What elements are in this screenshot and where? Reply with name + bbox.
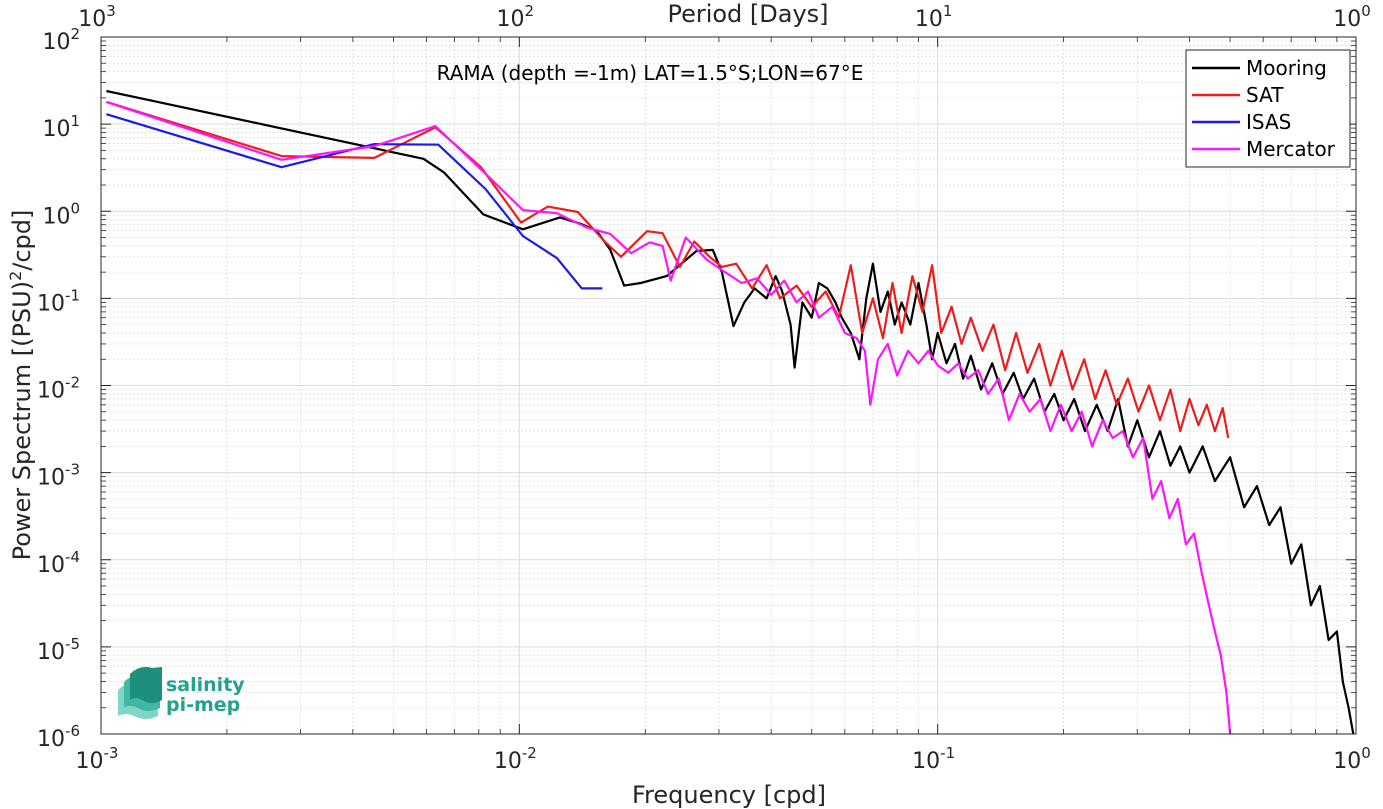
- legend-label-sat: SAT: [1246, 83, 1284, 107]
- top-tick-label: 101: [915, 2, 953, 32]
- y-tick-label: 10-6: [37, 722, 80, 752]
- y-tick-label: 102: [42, 25, 80, 55]
- y-tick-label: 10-2: [37, 374, 80, 404]
- x-tick-label: 10-3: [76, 744, 119, 774]
- y-tick-label: 10-1: [37, 286, 80, 316]
- legend-label-mercator: Mercator: [1246, 137, 1336, 161]
- logo-text-pimep: pi-mep: [166, 694, 240, 716]
- x-tick-label: 100: [1333, 744, 1371, 774]
- top-tick-label: 102: [497, 2, 535, 32]
- x-tick-label: 10-2: [494, 744, 537, 774]
- series-layer: [106, 89, 1355, 735]
- top-tick-label: 100: [1333, 2, 1371, 32]
- y-tick-label: 10-4: [37, 548, 80, 578]
- y-axis-title: Power Spectrum [(PSU)2/cpd]: [6, 210, 36, 561]
- series-line-sat: [106, 100, 1230, 439]
- legend-box: [1185, 49, 1351, 168]
- logo-wave-icon: [118, 666, 162, 719]
- legend-label-mooring: Mooring: [1246, 56, 1327, 80]
- top-axis-title: Period [Days]: [667, 0, 828, 28]
- series-line-isas: [106, 113, 603, 290]
- axis-ticks: [100, 36, 1357, 735]
- chart-title: RAMA (depth =-1m) LAT=1.5°S;LON=67°E: [437, 61, 864, 85]
- logo-text-salinity: salinity: [166, 674, 245, 696]
- x-axis-title: Frequency [cpd]: [632, 781, 826, 809]
- top-tick-label: 103: [78, 2, 116, 32]
- x-tick-label: 10-1: [912, 744, 955, 774]
- y-tick-label: 10-5: [37, 635, 80, 665]
- legend: Mooring SAT ISAS Mercator: [1185, 49, 1351, 168]
- salinity-pi-mep-logo: salinity pi-mep: [118, 666, 245, 719]
- series-line-mercator: [106, 100, 1232, 735]
- y-tick-label: 10-3: [37, 461, 80, 491]
- legend-label-isas: ISAS: [1246, 110, 1291, 134]
- y-tick-label: 101: [42, 112, 80, 142]
- y-tick-label: 100: [42, 199, 80, 229]
